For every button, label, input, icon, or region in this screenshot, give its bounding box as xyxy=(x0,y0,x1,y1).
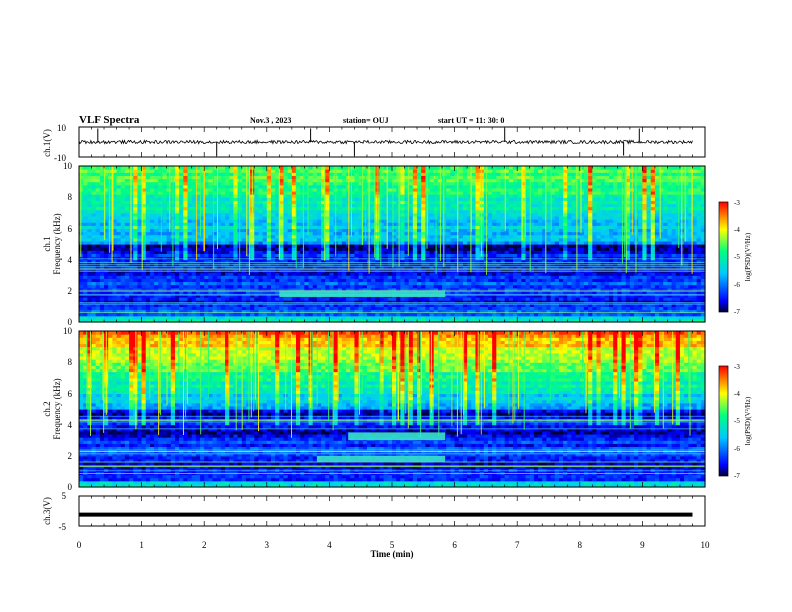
ch1-waveform-trace xyxy=(79,129,693,156)
ch1-cb-tick-m5: -5 xyxy=(734,253,740,261)
time-axis-label: Time (min) xyxy=(370,549,413,559)
ch1-cb-tick-m6: -6 xyxy=(734,281,740,289)
figure-title: VLF Spectra xyxy=(79,114,140,126)
date-label: Nov.3 , 2023 xyxy=(250,116,291,125)
ch2-cb-tick-m3: -3 xyxy=(734,363,740,371)
station-label: station= OUJ xyxy=(343,116,389,125)
ch1-colorbar-label: log(PSD)(V²/Hz) xyxy=(744,232,752,281)
ch1-spec-ytick-2: 2 xyxy=(68,286,73,296)
ch1-spectrogram-panel: 0 2 4 6 8 10 ch.1 Frequency (kHz) -3 -4 … xyxy=(42,161,752,327)
time-tick-label: 8 xyxy=(578,540,583,550)
ch2-cb-tick-m6: -6 xyxy=(734,445,740,453)
ch2-colorbar-label: log(PSD)(V²/Hz) xyxy=(744,396,752,445)
ch2-cb-tick-m4: -4 xyxy=(734,390,740,398)
ch2-spec-ytick-0: 0 xyxy=(68,482,73,492)
ch1-waveform-panel: 10 -10 ch.1(V) xyxy=(42,123,705,163)
ch1-cb-tick-m4: -4 xyxy=(734,226,740,234)
ch1-ylabel: ch.1(V) xyxy=(42,129,52,157)
ch1-spec-ytick-8: 8 xyxy=(68,192,73,202)
time-tick-label: 2 xyxy=(202,540,207,550)
ch3-waveform-ticks xyxy=(79,496,705,526)
ch2-spectrogram-heatmap xyxy=(79,331,706,488)
time-tick-label: 4 xyxy=(327,540,332,550)
ch3-ytick-top: 5 xyxy=(62,491,67,501)
ch1-spec-ytick-6: 6 xyxy=(68,224,73,234)
ch1-spec-ytick-4: 4 xyxy=(68,255,73,265)
time-tick-label: 10 xyxy=(701,540,711,550)
ch2-spectrogram-panel: 0 2 4 6 8 10 ch.2 Frequency (kHz) -3 -4 … xyxy=(42,326,752,492)
ch1-spec-ylabel: ch.1 Frequency (kHz) xyxy=(42,213,62,274)
ch1-spec-ylabel-line2: Frequency (kHz) xyxy=(52,213,62,274)
time-tick-label: 1 xyxy=(139,540,144,550)
ch1-ytick-top: 10 xyxy=(57,123,67,133)
ch2-cb-tick-m5: -5 xyxy=(734,417,740,425)
ch2-spec-ylabel-line1: ch.2 xyxy=(42,401,52,416)
ch2-spec-ylabel: ch.2 Frequency (kHz) xyxy=(42,378,62,439)
ch3-waveform-panel: 5 -5 ch.3(V) 0 1 2 3 4 5 6 7 8 9 10 Time (min) xyxy=(42,491,710,559)
ch2-colorbar-gradient xyxy=(719,366,728,476)
ch2-spec-ytick-2: 2 xyxy=(68,451,73,461)
time-tick-label: 0 xyxy=(77,540,82,550)
ch2-spec-ytick-6: 6 xyxy=(68,389,73,399)
start-ut-label: start UT = 11: 30: 0 xyxy=(438,116,504,125)
time-tick-label: 3 xyxy=(265,540,270,550)
ch2-spec-ytick-4: 4 xyxy=(68,420,73,430)
time-tick-label: 9 xyxy=(640,540,645,550)
ch2-spec-ytick-10: 10 xyxy=(63,326,73,336)
ch2-cb-tick-m7: -7 xyxy=(734,472,740,480)
ch1-spec-ytick-10: 10 xyxy=(63,161,73,171)
ch2-spec-ylabel-line2: Frequency (kHz) xyxy=(52,378,62,439)
ch1-cb-tick-m7: -7 xyxy=(734,308,740,316)
ch2-spec-ytick-8: 8 xyxy=(68,357,73,367)
ch1-colorbar: -3 -4 -5 -6 -7 log(PSD)(V²/Hz) xyxy=(719,199,752,316)
ch2-colorbar: -3 -4 -5 -6 -7 log(PSD)(V²/Hz) xyxy=(719,363,752,480)
ch1-colorbar-gradient xyxy=(719,202,728,312)
time-tick-label: 7 xyxy=(515,540,520,550)
ch3-ytick-bottom: -5 xyxy=(59,522,67,532)
ch1-cb-tick-m3: -3 xyxy=(734,199,740,207)
ch3-ylabel: ch.3(V) xyxy=(42,497,52,525)
ch1-spec-ylabel-line1: ch.1 xyxy=(42,236,52,251)
time-tick-label: 6 xyxy=(452,540,457,550)
ch1-spectrogram-heatmap xyxy=(79,166,706,323)
